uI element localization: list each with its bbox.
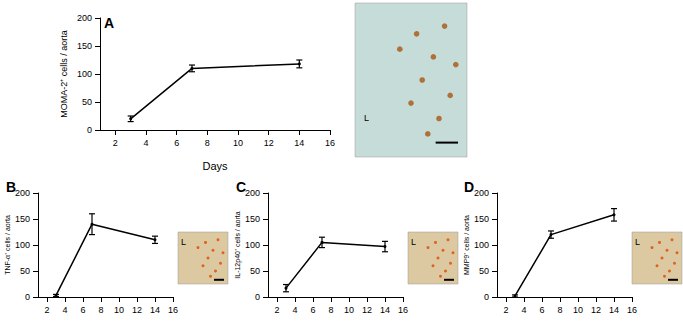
svg-text:10: 10 bbox=[114, 305, 124, 315]
svg-text:14: 14 bbox=[150, 305, 160, 315]
svg-text:2: 2 bbox=[44, 305, 49, 315]
svg-text:16: 16 bbox=[168, 305, 178, 315]
svg-text:50: 50 bbox=[250, 266, 260, 276]
svg-text:4: 4 bbox=[292, 305, 297, 315]
svg-text:6: 6 bbox=[174, 138, 179, 148]
svg-text:50: 50 bbox=[82, 97, 92, 107]
svg-text:IL-12p40⁺ cells / aorta: IL-12p40⁺ cells / aorta bbox=[234, 211, 242, 278]
svg-text:6: 6 bbox=[539, 305, 544, 315]
svg-text:10: 10 bbox=[233, 138, 243, 148]
svg-text:14: 14 bbox=[294, 138, 304, 148]
svg-text:12: 12 bbox=[264, 138, 274, 148]
svg-text:8: 8 bbox=[205, 138, 210, 148]
svg-text:150: 150 bbox=[77, 41, 92, 51]
svg-text:L: L bbox=[635, 237, 640, 247]
svg-text:A: A bbox=[104, 15, 114, 31]
svg-text:6: 6 bbox=[310, 305, 315, 315]
svg-text:8: 8 bbox=[328, 305, 333, 315]
svg-text:0: 0 bbox=[25, 292, 30, 302]
svg-text:TNF-α⁺ cells / aorta: TNF-α⁺ cells / aorta bbox=[4, 215, 11, 275]
svg-text:12: 12 bbox=[362, 305, 372, 315]
svg-text:L: L bbox=[411, 237, 416, 247]
svg-text:4: 4 bbox=[521, 305, 526, 315]
svg-text:200: 200 bbox=[474, 188, 489, 198]
svg-text:100: 100 bbox=[245, 240, 260, 250]
svg-text:2: 2 bbox=[113, 138, 118, 148]
svg-text:100: 100 bbox=[15, 240, 30, 250]
svg-text:200: 200 bbox=[15, 188, 30, 198]
svg-text:200: 200 bbox=[245, 188, 260, 198]
svg-text:12: 12 bbox=[132, 305, 142, 315]
svg-text:50: 50 bbox=[20, 266, 30, 276]
svg-text:50: 50 bbox=[479, 266, 489, 276]
svg-text:0: 0 bbox=[87, 125, 92, 135]
svg-text:MOMA-2⁺ cells / aorta: MOMA-2⁺ cells / aorta bbox=[59, 30, 69, 118]
svg-text:2: 2 bbox=[274, 305, 279, 315]
svg-text:Days: Days bbox=[202, 160, 228, 172]
svg-text:L: L bbox=[364, 113, 369, 123]
svg-text:100: 100 bbox=[77, 69, 92, 79]
svg-text:16: 16 bbox=[398, 305, 408, 315]
svg-text:14: 14 bbox=[380, 305, 390, 315]
svg-text:C: C bbox=[236, 179, 247, 195]
svg-text:10: 10 bbox=[344, 305, 354, 315]
svg-text:150: 150 bbox=[15, 214, 30, 224]
svg-text:D: D bbox=[464, 179, 474, 195]
svg-text:0: 0 bbox=[484, 292, 489, 302]
svg-text:10: 10 bbox=[573, 305, 583, 315]
svg-text:16: 16 bbox=[627, 305, 637, 315]
svg-text:2: 2 bbox=[503, 305, 508, 315]
svg-text:12: 12 bbox=[591, 305, 601, 315]
svg-text:0: 0 bbox=[255, 292, 260, 302]
svg-text:150: 150 bbox=[474, 214, 489, 224]
svg-text:8: 8 bbox=[98, 305, 103, 315]
svg-text:150: 150 bbox=[245, 214, 260, 224]
svg-text:200: 200 bbox=[77, 13, 92, 23]
svg-text:4: 4 bbox=[62, 305, 67, 315]
svg-text:6: 6 bbox=[80, 305, 85, 315]
svg-text:4: 4 bbox=[143, 138, 148, 148]
svg-text:8: 8 bbox=[557, 305, 562, 315]
svg-text:L: L bbox=[181, 237, 186, 247]
svg-text:14: 14 bbox=[609, 305, 619, 315]
svg-text:MMP9⁺ cells / aorta: MMP9⁺ cells / aorta bbox=[463, 215, 470, 275]
svg-text:16: 16 bbox=[325, 138, 335, 148]
svg-text:100: 100 bbox=[474, 240, 489, 250]
svg-text:B: B bbox=[6, 179, 17, 195]
